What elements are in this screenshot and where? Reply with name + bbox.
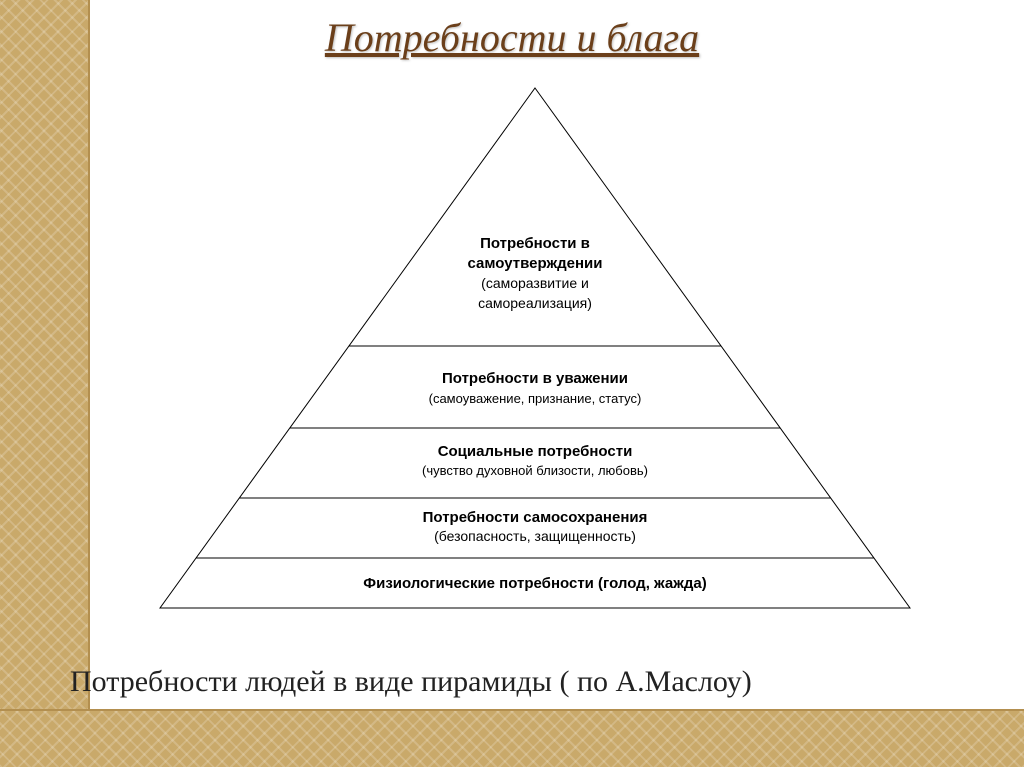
slide-caption: Потребности людей в виде пирамиды ( по А… [70, 665, 970, 699]
svg-text:Физиологические потребности (г: Физиологические потребности (голод, жажд… [363, 575, 706, 592]
slide-title: Потребности и блага [0, 14, 1024, 61]
maslow-pyramid: Потребности всамоутверждении(саморазвити… [150, 78, 920, 638]
decorative-left-strip [0, 0, 90, 767]
decorative-bottom-strip [0, 709, 1024, 767]
